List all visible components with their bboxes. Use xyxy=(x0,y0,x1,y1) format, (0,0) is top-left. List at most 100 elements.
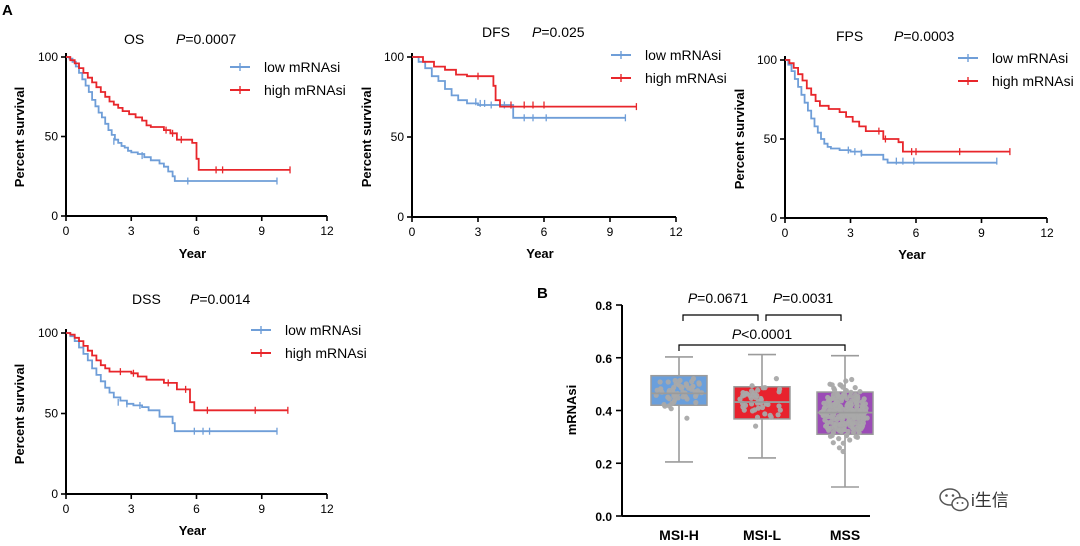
data-point xyxy=(671,384,677,391)
category-label: MSI-H xyxy=(659,527,699,543)
x-tick-label: 0 xyxy=(409,225,416,239)
data-point xyxy=(840,440,846,446)
data-point xyxy=(826,398,833,404)
wechat-logo-icon xyxy=(939,488,969,512)
y-tick-label: 0.2 xyxy=(595,457,612,471)
p-symbol: P xyxy=(190,291,200,307)
data-point xyxy=(828,425,834,431)
legend-label: low mRNAsi xyxy=(992,50,1068,66)
data-point xyxy=(845,401,851,407)
p-symbol: P xyxy=(732,326,742,342)
data-point xyxy=(854,404,860,410)
data-point xyxy=(692,393,699,399)
data-point xyxy=(852,385,858,391)
data-point xyxy=(841,427,848,433)
x-tick-label: 12 xyxy=(320,502,334,516)
survival-curve-low xyxy=(66,56,277,182)
x-tick-label: 3 xyxy=(128,224,135,238)
data-point xyxy=(672,377,678,384)
data-point xyxy=(829,382,835,388)
data-point xyxy=(837,382,843,388)
data-point xyxy=(850,425,856,431)
data-point xyxy=(665,379,671,385)
panel-label-b: B xyxy=(537,285,548,302)
data-point xyxy=(773,376,780,382)
x-tick-label: 9 xyxy=(978,226,985,240)
p-value: P=0.0014 xyxy=(190,291,251,307)
y-tick-label: 50 xyxy=(764,132,778,146)
data-point xyxy=(693,399,699,406)
data-point xyxy=(840,415,846,421)
data-point xyxy=(861,396,867,402)
comparison-p-value: P=0.0031 xyxy=(773,290,834,306)
y-tick-label: 50 xyxy=(391,130,405,144)
x-tick-label: 3 xyxy=(475,225,482,239)
data-point xyxy=(830,440,836,446)
category-label: MSS xyxy=(830,527,860,543)
y-axis-title: mRNAsi xyxy=(564,385,579,436)
p-value-text: =0.0031 xyxy=(782,290,833,306)
y-tick-label: 0 xyxy=(51,209,58,223)
data-point xyxy=(758,397,764,403)
data-point xyxy=(672,397,678,403)
data-point xyxy=(744,391,750,397)
data-point xyxy=(679,385,685,391)
data-point xyxy=(657,379,663,385)
legend-label: low mRNAsi xyxy=(285,322,361,338)
data-point xyxy=(737,396,743,402)
y-axis-title: Percent survival xyxy=(732,89,747,189)
plot-title: OS xyxy=(124,31,144,47)
data-point xyxy=(749,408,756,414)
p-symbol: P xyxy=(894,28,904,44)
data-point xyxy=(754,392,760,399)
p-value-text: =0.0007 xyxy=(185,31,236,47)
data-point xyxy=(749,383,755,389)
data-point xyxy=(840,448,846,455)
data-point xyxy=(690,383,696,389)
p-value-text: =0.0671 xyxy=(697,290,748,306)
plot-title: FPS xyxy=(836,28,863,44)
p-value: P=0.025 xyxy=(532,24,585,40)
p-value: P=0.0007 xyxy=(176,31,237,47)
p-value-text: <0.0001 xyxy=(741,326,792,342)
x-axis-title: Year xyxy=(898,247,925,262)
y-tick-label: 100 xyxy=(384,50,404,64)
data-point xyxy=(844,432,850,438)
panel-label-a: A xyxy=(2,2,13,19)
y-tick-label: 50 xyxy=(45,130,59,144)
p-symbol: P xyxy=(532,24,542,40)
y-tick-label: 0 xyxy=(51,487,58,501)
legend-label: high mRNAsi xyxy=(645,70,727,86)
x-tick-label: 6 xyxy=(193,224,200,238)
y-tick-label: 100 xyxy=(38,50,58,64)
y-tick-label: 100 xyxy=(757,53,777,67)
data-point xyxy=(841,391,848,397)
data-point xyxy=(828,419,834,425)
comparison-p-value: P=0.0671 xyxy=(688,290,749,306)
y-tick-label: 0 xyxy=(770,211,777,225)
data-point xyxy=(843,378,849,384)
y-tick-label: 0 xyxy=(397,210,404,224)
data-point xyxy=(776,403,782,409)
data-point xyxy=(836,436,842,442)
x-tick-label: 12 xyxy=(669,225,683,239)
x-tick-label: 9 xyxy=(258,502,265,516)
data-point xyxy=(669,400,675,406)
plot-title: DSS xyxy=(132,291,161,307)
p-symbol: P xyxy=(688,290,698,306)
legend-label: high mRNAsi xyxy=(264,82,346,98)
data-point xyxy=(836,445,843,451)
y-tick-label: 0.6 xyxy=(595,352,612,366)
data-point xyxy=(833,399,839,405)
p-value-text: =0.0003 xyxy=(903,28,954,44)
data-point xyxy=(767,412,773,418)
data-point xyxy=(850,429,857,435)
x-tick-label: 3 xyxy=(128,502,135,516)
y-tick-label: 0.8 xyxy=(595,299,612,313)
x-tick-label: 12 xyxy=(1040,226,1054,240)
data-point xyxy=(839,396,845,402)
significance-bracket xyxy=(678,344,846,351)
data-point xyxy=(834,416,840,423)
data-point xyxy=(858,426,864,432)
x-tick-label: 6 xyxy=(541,225,548,239)
